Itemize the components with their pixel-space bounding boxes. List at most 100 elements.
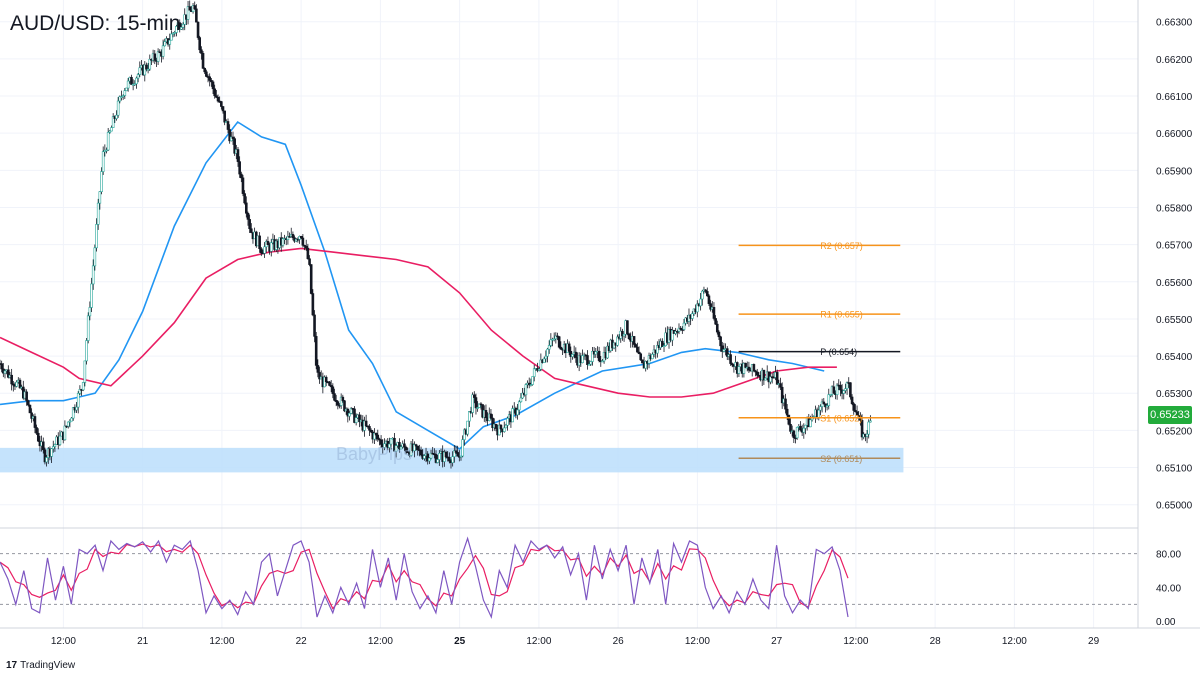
candle-body	[720, 345, 724, 352]
candle-body	[329, 385, 333, 388]
candle-body	[258, 235, 261, 250]
candle	[301, 234, 305, 248]
candle-body	[519, 397, 523, 403]
candle	[529, 378, 533, 387]
candle	[466, 420, 469, 437]
candle-body	[662, 345, 666, 348]
candle-body	[696, 303, 699, 313]
osc-tick-label: 0.00	[1156, 617, 1176, 628]
candle	[0, 360, 3, 373]
candle-body	[156, 51, 160, 62]
candle-body	[336, 401, 340, 406]
candle	[737, 366, 741, 377]
candle-body	[835, 384, 839, 395]
candle	[246, 211, 250, 226]
candle	[416, 445, 420, 456]
candle-body	[472, 394, 476, 398]
candle	[489, 408, 493, 420]
candle	[249, 223, 253, 234]
candle	[764, 377, 767, 381]
candle-body	[263, 246, 266, 254]
candle	[484, 404, 488, 423]
candle	[451, 451, 454, 467]
candle	[799, 421, 802, 432]
candle-body	[729, 354, 732, 364]
price-tick-label: 0.65400	[1156, 352, 1193, 363]
candle	[130, 74, 133, 85]
candle-body	[546, 348, 549, 357]
candle-body	[423, 455, 426, 459]
candle-body	[130, 77, 133, 85]
candle-body	[511, 408, 514, 423]
candle	[519, 393, 523, 403]
candle	[135, 76, 138, 89]
candle	[429, 449, 433, 460]
candle	[311, 289, 315, 317]
candle-body	[651, 354, 654, 360]
candle-body	[70, 417, 73, 422]
candle	[434, 450, 438, 464]
candle	[220, 100, 223, 110]
candle	[438, 450, 441, 466]
candle-body	[233, 138, 236, 154]
candle	[506, 416, 509, 431]
candle-body	[679, 327, 682, 330]
candle	[90, 277, 93, 313]
candle	[474, 393, 478, 415]
candle	[105, 147, 108, 154]
time-tick-label: 12:00	[526, 636, 551, 647]
candle	[601, 358, 604, 363]
candlesticks	[0, 0, 872, 469]
candle-body	[531, 376, 534, 385]
candle	[787, 414, 791, 426]
candle-body	[36, 432, 40, 442]
candle	[349, 406, 353, 415]
candle-body	[517, 401, 521, 411]
candle-body	[574, 351, 578, 358]
candle	[867, 419, 871, 439]
candle	[221, 106, 225, 114]
candle	[463, 428, 466, 446]
candle	[656, 341, 659, 358]
candle-body	[0, 363, 3, 370]
pivot-levels: R2 (0.657) R1 (0.655) P (0.654) S1 (0.652) S…	[738, 241, 901, 464]
candle	[263, 242, 266, 258]
candle	[679, 325, 682, 331]
candle	[195, 4, 198, 23]
candle	[123, 87, 127, 99]
moving-average-line-1	[0, 120, 825, 450]
candle-body	[266, 241, 270, 245]
candle-body	[419, 449, 423, 456]
candle	[725, 346, 729, 361]
candle	[7, 365, 10, 379]
footer-brand[interactable]: 17 TradingView	[6, 660, 75, 671]
osc-d-line	[0, 543, 849, 610]
candle	[15, 380, 18, 388]
candle-body	[715, 323, 719, 333]
candle	[258, 232, 261, 253]
candle-body	[524, 384, 528, 396]
candle	[205, 69, 208, 78]
candle-body	[448, 457, 451, 462]
candle	[644, 360, 648, 372]
candle-body	[248, 219, 251, 230]
candle-body	[369, 429, 373, 433]
candle	[346, 407, 350, 423]
candle	[369, 428, 373, 433]
candle	[849, 382, 852, 400]
candle	[502, 421, 506, 433]
candle	[591, 346, 594, 366]
candle-body	[594, 351, 598, 355]
candle-body	[802, 427, 806, 433]
candle	[78, 385, 82, 396]
candle	[368, 424, 371, 437]
candle-body	[288, 236, 291, 238]
candle-body	[502, 427, 506, 432]
candle	[461, 435, 464, 458]
candle-body	[314, 336, 318, 366]
candle	[559, 341, 563, 350]
candle-body	[780, 386, 784, 404]
candle	[248, 214, 251, 233]
pivot-label: S2 (0.651)	[820, 454, 862, 464]
